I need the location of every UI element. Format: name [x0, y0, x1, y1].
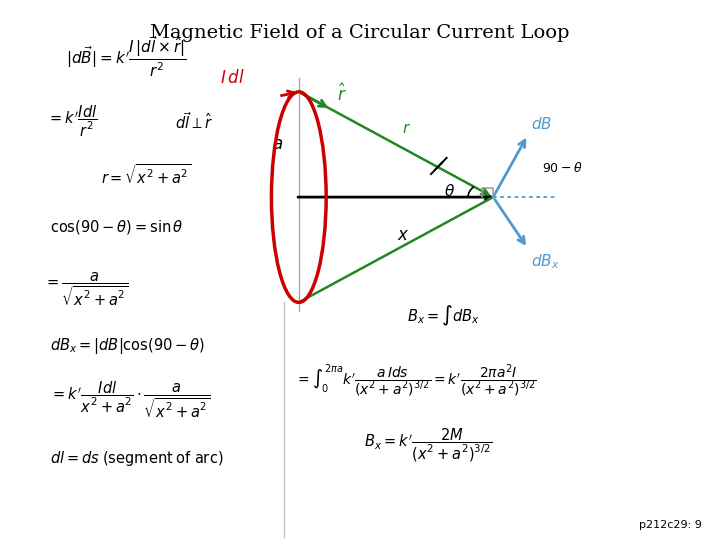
- Text: $\theta$: $\theta$: [444, 183, 455, 199]
- Text: $I\,dl$: $I\,dl$: [220, 69, 245, 87]
- Text: Magnetic Field of a Circular Current Loop: Magnetic Field of a Circular Current Loo…: [150, 24, 570, 42]
- Text: $B_x=k^{\prime}\dfrac{2M}{(x^2+a^2)^{3/2}}$: $B_x=k^{\prime}\dfrac{2M}{(x^2+a^2)^{3/2…: [364, 427, 492, 464]
- Text: $B_x=\int dB_x$: $B_x=\int dB_x$: [407, 304, 480, 328]
- Text: $r=\sqrt{x^2+a^2}$: $r=\sqrt{x^2+a^2}$: [101, 164, 192, 187]
- Text: $=\dfrac{a}{\sqrt{x^2+a^2}}$: $=\dfrac{a}{\sqrt{x^2+a^2}}$: [44, 270, 129, 308]
- Text: $a$: $a$: [272, 136, 283, 153]
- Text: $\cos(90-\theta)=\sin\theta$: $\cos(90-\theta)=\sin\theta$: [50, 218, 184, 236]
- Text: $=k^{\prime}\dfrac{Idl}{x^2+a^2}\cdot\dfrac{a}{\sqrt{x^2+a^2}}$: $=k^{\prime}\dfrac{Idl}{x^2+a^2}\cdot\df…: [50, 380, 211, 420]
- Text: $=k^{\prime}\dfrac{Idl}{r^2}$: $=k^{\prime}\dfrac{Idl}{r^2}$: [47, 104, 97, 139]
- Text: $dl=ds\;(\mathrm{segment\;of\;arc})$: $dl=ds\;(\mathrm{segment\;of\;arc})$: [50, 449, 224, 469]
- Text: $90-\theta$: $90-\theta$: [542, 161, 582, 176]
- Text: p212c29: 9: p212c29: 9: [639, 520, 702, 530]
- Text: $r$: $r$: [402, 123, 411, 136]
- Text: $dB_x$: $dB_x$: [531, 253, 560, 272]
- Text: $|d\vec{B}|=k^{\prime}\dfrac{I\,|d\vec{l}\times\hat{r}|}{r^2}$: $|d\vec{B}|=k^{\prime}\dfrac{I\,|d\vec{l…: [66, 35, 186, 79]
- Text: $dB_x=|dB|\cos(90-\theta)$: $dB_x=|dB|\cos(90-\theta)$: [50, 335, 206, 356]
- Text: $d\vec{l}\perp\hat{r}$: $d\vec{l}\perp\hat{r}$: [176, 111, 213, 132]
- Text: $x$: $x$: [397, 227, 410, 244]
- Text: $=\int_0^{2\pi a}k^{\prime}\dfrac{a\,Ids}{(x^2+a^2)^{3/2}}=k^{\prime}\dfrac{2\pi: $=\int_0^{2\pi a}k^{\prime}\dfrac{a\,Ids…: [295, 362, 537, 399]
- Text: $\hat{r}$: $\hat{r}$: [337, 83, 346, 105]
- Text: $dB$: $dB$: [531, 116, 552, 132]
